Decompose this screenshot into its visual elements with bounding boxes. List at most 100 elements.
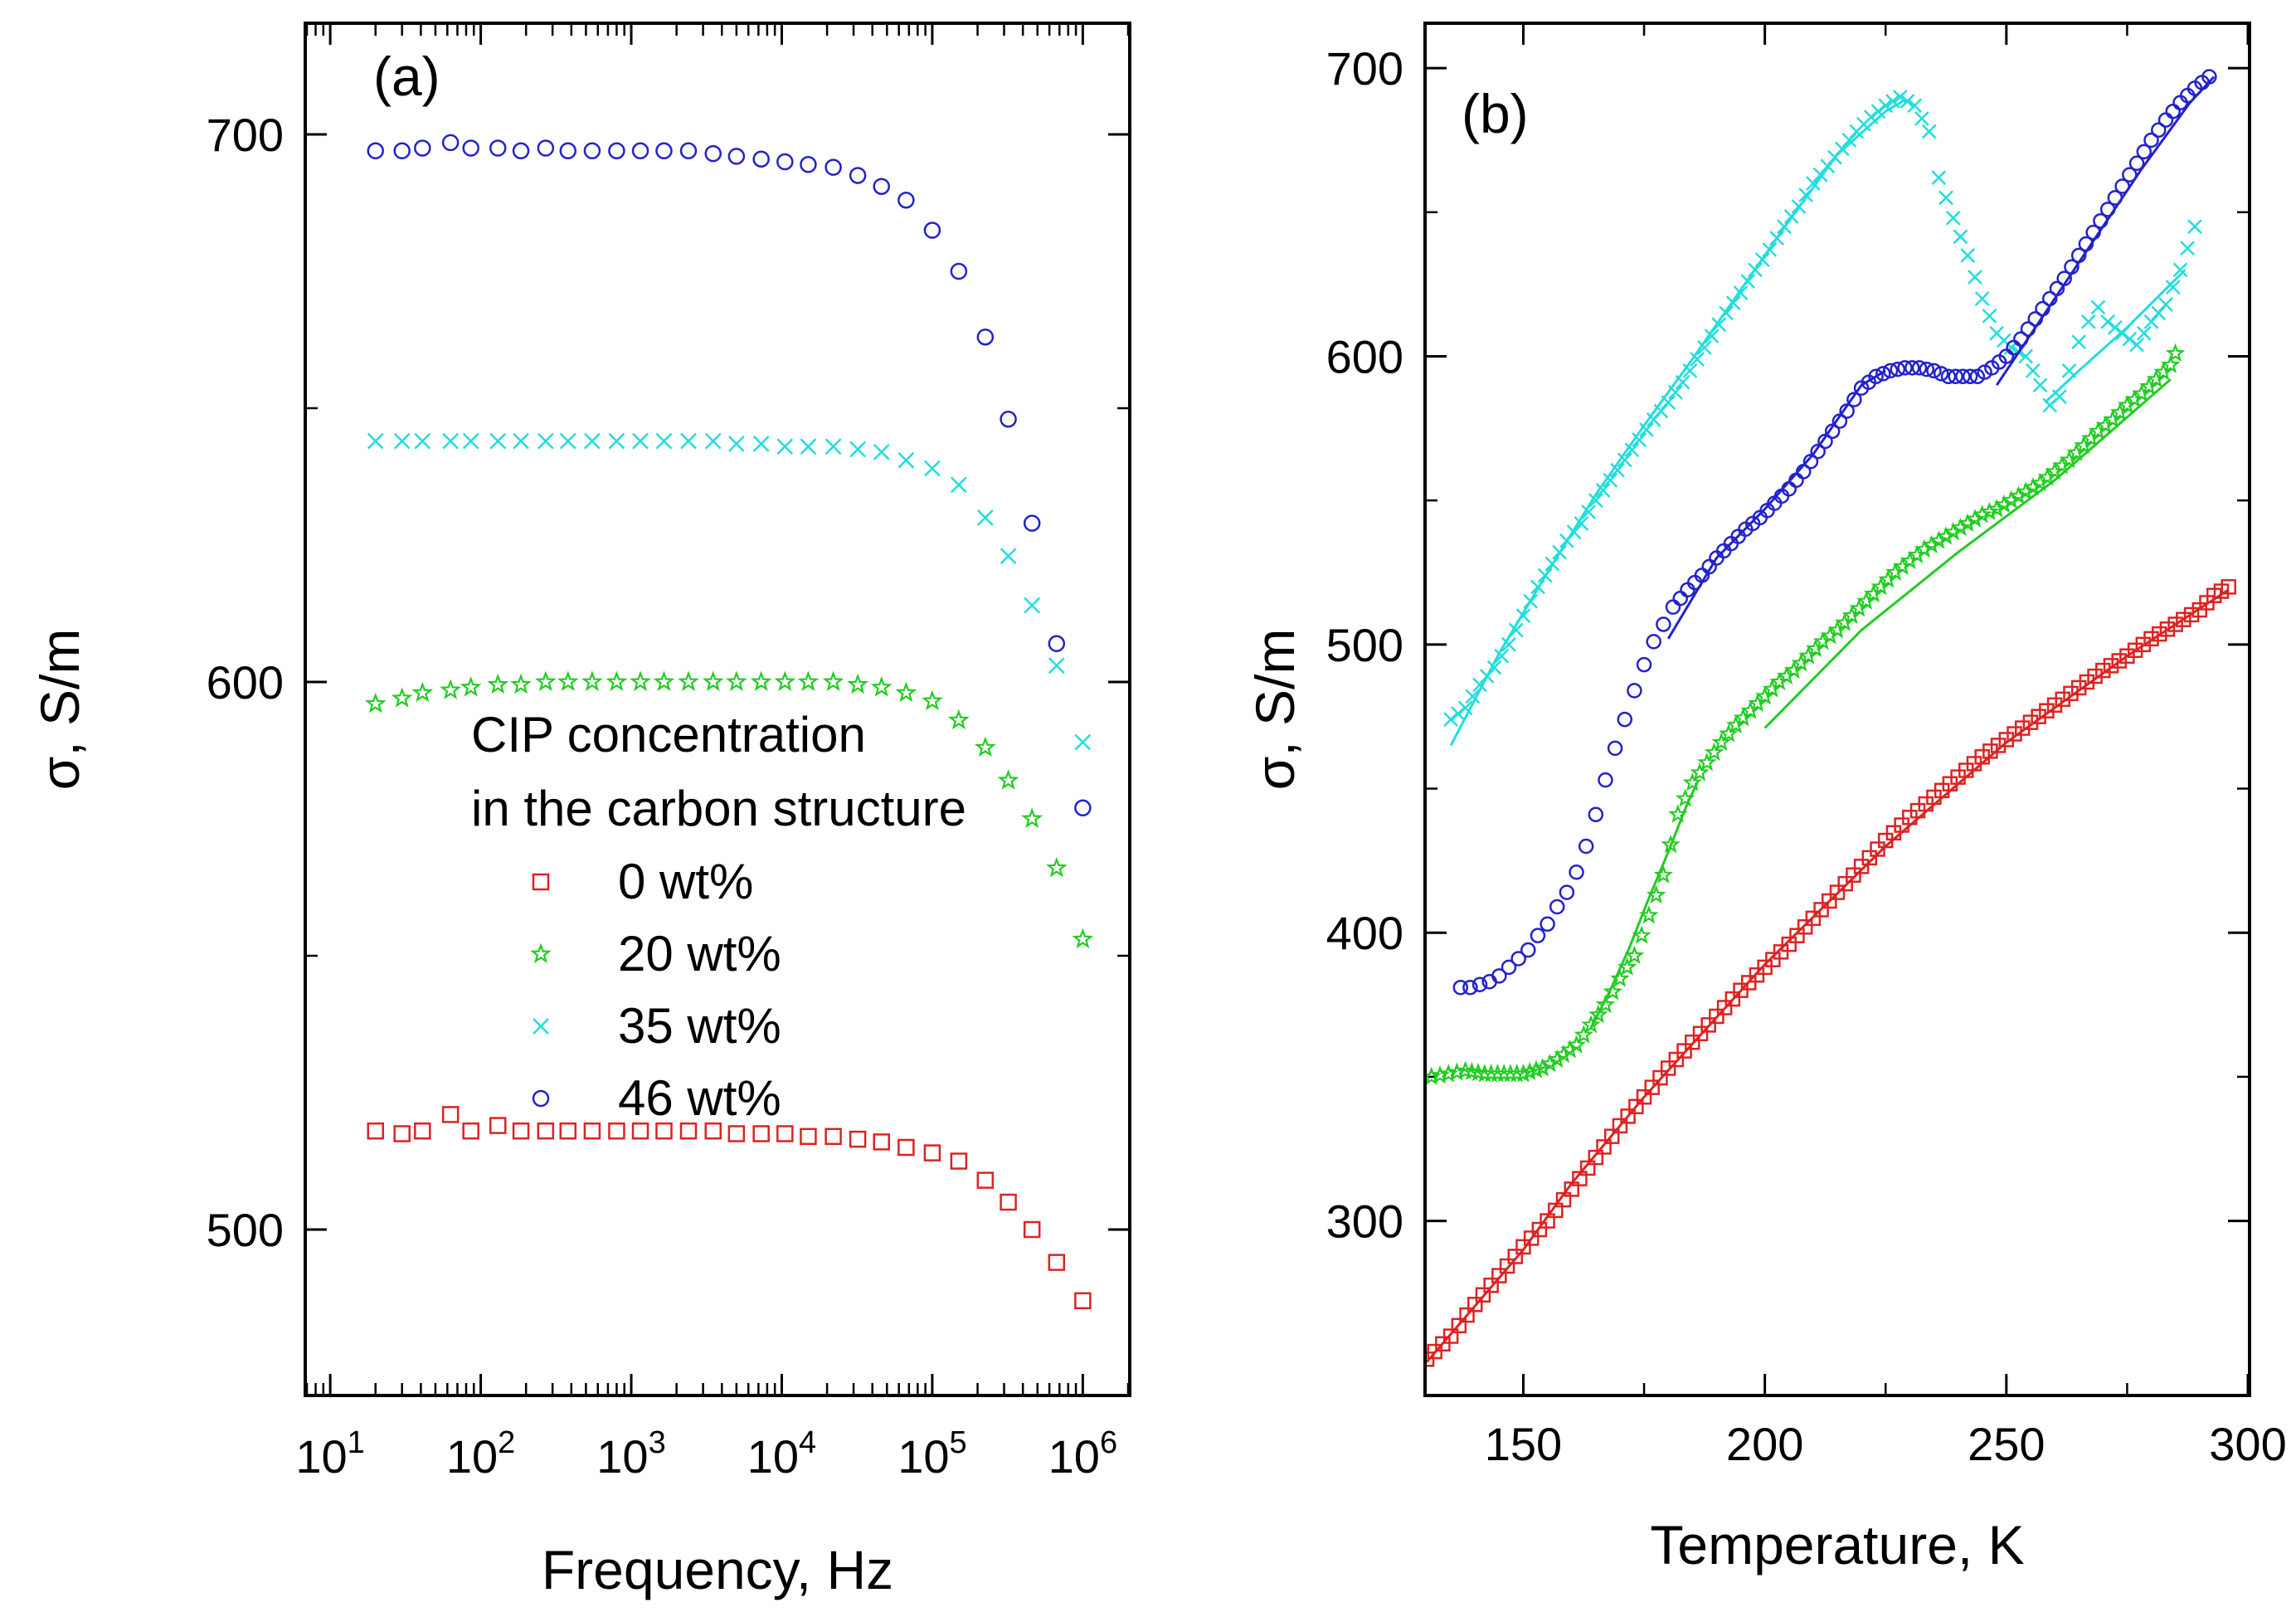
data-point bbox=[1943, 522, 1963, 541]
x-tick-label-b: 300 bbox=[2209, 1418, 2286, 1470]
data-point bbox=[847, 673, 869, 694]
data-point bbox=[1588, 1149, 1604, 1166]
data-point bbox=[1757, 959, 1773, 976]
data-point bbox=[1506, 1064, 1527, 1083]
data-point bbox=[2071, 334, 2087, 349]
data-point bbox=[1603, 1128, 1620, 1144]
data-point bbox=[2172, 262, 2188, 278]
data-point bbox=[1690, 352, 1705, 367]
data-point bbox=[655, 1122, 673, 1140]
data-point bbox=[1491, 968, 1507, 984]
data-point bbox=[1530, 928, 1546, 943]
data-point bbox=[2122, 167, 2138, 183]
data-point bbox=[1548, 1202, 1564, 1219]
data-point bbox=[974, 736, 996, 757]
b-marks bbox=[1427, 69, 2236, 1367]
series-b-1 bbox=[1427, 343, 2186, 1085]
data-point bbox=[1870, 104, 1886, 119]
data-point bbox=[1624, 945, 1645, 964]
data-point bbox=[513, 432, 529, 450]
data-point bbox=[727, 436, 745, 452]
data-point bbox=[2122, 331, 2138, 347]
data-point bbox=[1653, 865, 1674, 884]
data-point bbox=[1960, 248, 1976, 263]
data-point bbox=[1914, 538, 1934, 558]
data-point bbox=[1435, 1336, 1451, 1352]
data-point bbox=[1639, 422, 1654, 437]
data-point bbox=[1711, 732, 1732, 751]
data-point bbox=[1574, 1025, 1594, 1044]
data-point bbox=[1532, 1058, 1553, 1077]
plot-frame-b bbox=[1423, 22, 2251, 1397]
data-point bbox=[2020, 321, 2036, 337]
data-point bbox=[1740, 975, 1757, 991]
data-point bbox=[1810, 443, 1826, 460]
data-point bbox=[2159, 621, 2176, 637]
data-point bbox=[923, 222, 941, 239]
data-point bbox=[976, 328, 995, 346]
data-point bbox=[1668, 804, 1688, 823]
data-point bbox=[1795, 464, 1812, 480]
data-point bbox=[1462, 979, 1478, 996]
data-point bbox=[1566, 1035, 1587, 1054]
data-point bbox=[897, 1138, 915, 1157]
legend-marker-2 bbox=[533, 1018, 549, 1035]
data-point bbox=[1894, 817, 1909, 833]
data-point bbox=[1656, 616, 1671, 632]
legend-marker-3 bbox=[532, 1089, 550, 1108]
panel-label-a: (a) bbox=[373, 46, 440, 107]
y-tick-label-a: 700 bbox=[207, 109, 284, 161]
data-point bbox=[1831, 413, 1848, 429]
data-point bbox=[2136, 144, 2152, 160]
data-point bbox=[1921, 124, 1937, 139]
data-point bbox=[1547, 1049, 1568, 1069]
data-point bbox=[870, 676, 893, 697]
data-point bbox=[1537, 567, 1553, 583]
data-point bbox=[367, 1122, 384, 1140]
data-point bbox=[1696, 340, 1712, 355]
data-point bbox=[1837, 875, 1853, 892]
data-point bbox=[873, 178, 890, 195]
legend-entry-0wt: 0 wt% bbox=[618, 854, 753, 909]
data-point bbox=[1540, 1213, 1555, 1229]
data-point bbox=[1559, 1040, 1580, 1059]
data-point bbox=[2070, 247, 2087, 264]
data-point bbox=[462, 432, 479, 450]
data-point bbox=[1475, 1287, 1491, 1303]
data-point bbox=[950, 262, 968, 280]
data-point bbox=[1940, 368, 1957, 385]
data-point bbox=[1554, 1044, 1574, 1064]
data-point bbox=[2151, 122, 2167, 139]
data-point bbox=[1929, 530, 1949, 549]
data-point bbox=[825, 438, 842, 455]
legend-title-line-1: CIP concentration bbox=[471, 707, 866, 762]
data-point bbox=[1754, 252, 1770, 267]
series-a-3 bbox=[367, 134, 1092, 817]
y-tick-label-b: 300 bbox=[1326, 1196, 1403, 1248]
data-point bbox=[1074, 799, 1092, 817]
data-point bbox=[1447, 1062, 1467, 1081]
data-point bbox=[1769, 231, 1785, 246]
data-point bbox=[774, 670, 796, 691]
x-tick-label-a: 104 bbox=[747, 1425, 816, 1483]
data-point bbox=[462, 1122, 479, 1140]
data-point bbox=[2027, 311, 2044, 327]
data-point bbox=[727, 1125, 746, 1142]
data-point bbox=[2023, 477, 2043, 496]
data-point bbox=[1863, 110, 1879, 125]
data-point bbox=[606, 670, 628, 691]
data-point bbox=[2161, 354, 2181, 373]
legend-entry-20wt: 20 wt% bbox=[618, 926, 781, 981]
data-point bbox=[1627, 683, 1642, 699]
data-point bbox=[1628, 1098, 1644, 1115]
data-point bbox=[1661, 395, 1676, 410]
data-point bbox=[2114, 325, 2130, 341]
b-ticks bbox=[1427, 25, 2250, 1394]
data-point bbox=[1507, 1249, 1524, 1264]
data-point bbox=[1773, 944, 1789, 960]
data-point bbox=[2100, 314, 2116, 329]
data-point bbox=[512, 1122, 530, 1140]
data-point bbox=[1000, 548, 1017, 565]
data-point bbox=[1588, 806, 1604, 823]
data-point bbox=[895, 681, 917, 703]
